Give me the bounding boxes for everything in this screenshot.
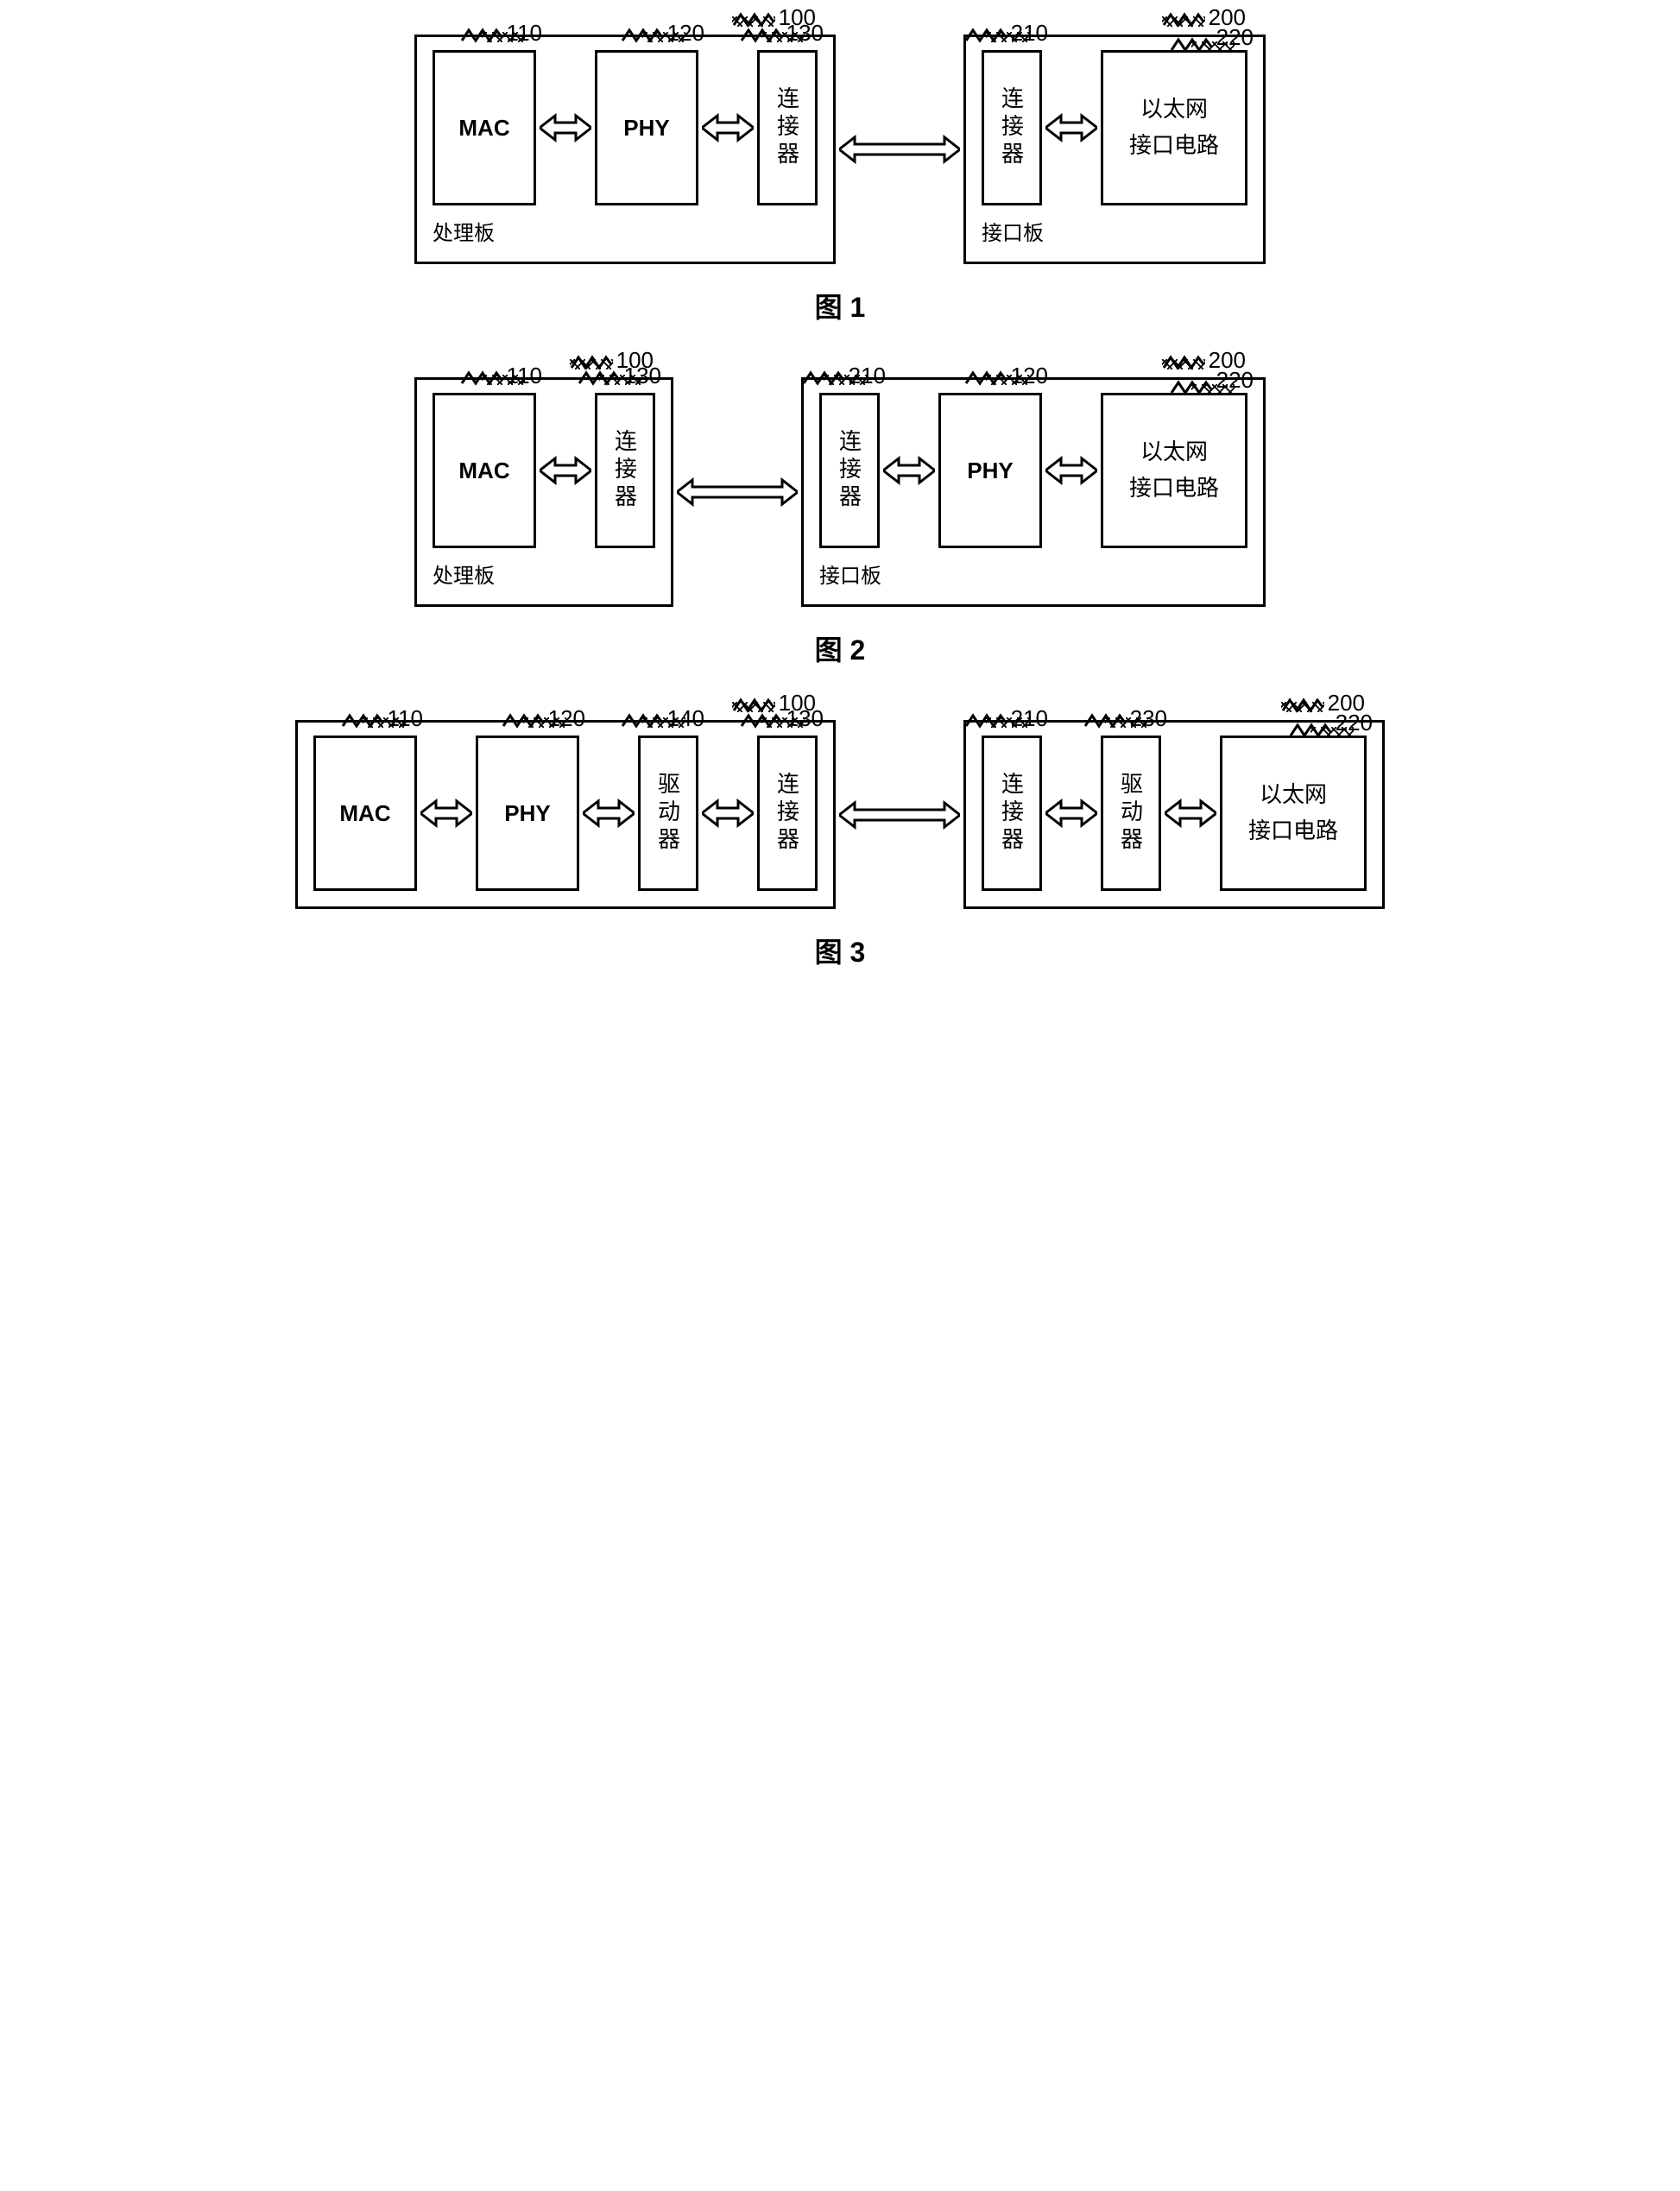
- reference-label: 120: [621, 20, 704, 47]
- reference-label: 120: [502, 705, 585, 732]
- block-conn_left: 130连接器: [757, 736, 818, 891]
- reference-label: 210: [802, 363, 886, 389]
- board-label: 接口板: [819, 559, 1247, 589]
- figure-fig3: 100110MAC120PHY140驱动器130连接器 200210连接器230…: [17, 720, 1663, 970]
- board-board_if: 200210连接器120PHY220以太网接口电路接口板: [801, 377, 1266, 607]
- caption-fig1: 图 1: [17, 286, 1663, 325]
- reference-label: 210: [964, 20, 1048, 47]
- block-mac: 110MAC: [313, 736, 417, 891]
- bidirectional-arrow: [1045, 799, 1097, 828]
- reference-label: 130: [740, 705, 824, 732]
- reference-label: 110: [341, 705, 423, 732]
- figure-fig1: 100110MAC120PHY130连接器处理板 200210连接器220以太网…: [17, 35, 1663, 325]
- block-drv_left: 140驱动器: [638, 736, 698, 891]
- caption-fig2: 图 2: [17, 628, 1663, 668]
- reference-label: 130: [740, 20, 824, 47]
- board-board_proc: 100110MAC120PHY130连接器处理板: [414, 35, 836, 264]
- bidirectional-arrow: [420, 799, 472, 828]
- reference-label: 130: [578, 363, 661, 389]
- reference-label: 220: [1170, 363, 1254, 399]
- bidirectional-arrow: [839, 135, 960, 164]
- bidirectional-arrow: [883, 456, 935, 485]
- block-eth: 220以太网接口电路: [1220, 736, 1367, 891]
- bidirectional-arrow: [1045, 456, 1097, 485]
- block-conn_right: 210连接器: [982, 50, 1042, 205]
- block-mac: 110MAC: [433, 393, 536, 548]
- reference-label: 120: [964, 363, 1048, 389]
- caption-fig3: 图 3: [17, 931, 1663, 970]
- block-conn_left: 130连接器: [757, 50, 818, 205]
- reference-label: 230: [1083, 705, 1167, 732]
- block-conn_left: 130连接器: [595, 393, 655, 548]
- bidirectional-arrow: [677, 477, 798, 507]
- bidirectional-arrow: [540, 456, 591, 485]
- reference-label: 140: [621, 705, 704, 732]
- block-drv_right: 230驱动器: [1101, 736, 1161, 891]
- board-label: 接口板: [982, 216, 1247, 246]
- board-board_if: 200210连接器230驱动器220以太网接口电路: [963, 720, 1385, 909]
- reference-label: 220: [1289, 705, 1373, 742]
- bidirectional-arrow: [583, 799, 635, 828]
- reference-label: 110: [460, 20, 542, 47]
- bidirectional-arrow: [702, 113, 754, 142]
- board-board_if: 200210连接器220以太网接口电路接口板: [963, 35, 1266, 264]
- block-phy: 120PHY: [595, 50, 698, 205]
- board-board_proc: 100110MAC130连接器处理板: [414, 377, 673, 607]
- reference-label: 220: [1170, 20, 1254, 56]
- block-conn_right: 210连接器: [819, 393, 880, 548]
- block-eth: 220以太网接口电路: [1101, 393, 1247, 548]
- block-phy: 120PHY: [476, 736, 579, 891]
- board-label: 处理板: [433, 559, 655, 589]
- figure-fig2: 100110MAC130连接器处理板 200210连接器120PHY220以太网…: [17, 377, 1663, 668]
- reference-label: 210: [964, 705, 1048, 732]
- board-board_proc: 100110MAC120PHY140驱动器130连接器: [295, 720, 836, 909]
- bidirectional-arrow: [702, 799, 754, 828]
- bidirectional-arrow: [1045, 113, 1097, 142]
- block-mac: 110MAC: [433, 50, 536, 205]
- block-eth: 220以太网接口电路: [1101, 50, 1247, 205]
- bidirectional-arrow: [1165, 799, 1216, 828]
- bidirectional-arrow: [540, 113, 591, 142]
- board-label: 处理板: [433, 216, 818, 246]
- block-phy: 120PHY: [938, 393, 1042, 548]
- reference-label: 110: [460, 363, 542, 389]
- bidirectional-arrow: [839, 800, 960, 830]
- block-conn_right: 210连接器: [982, 736, 1042, 891]
